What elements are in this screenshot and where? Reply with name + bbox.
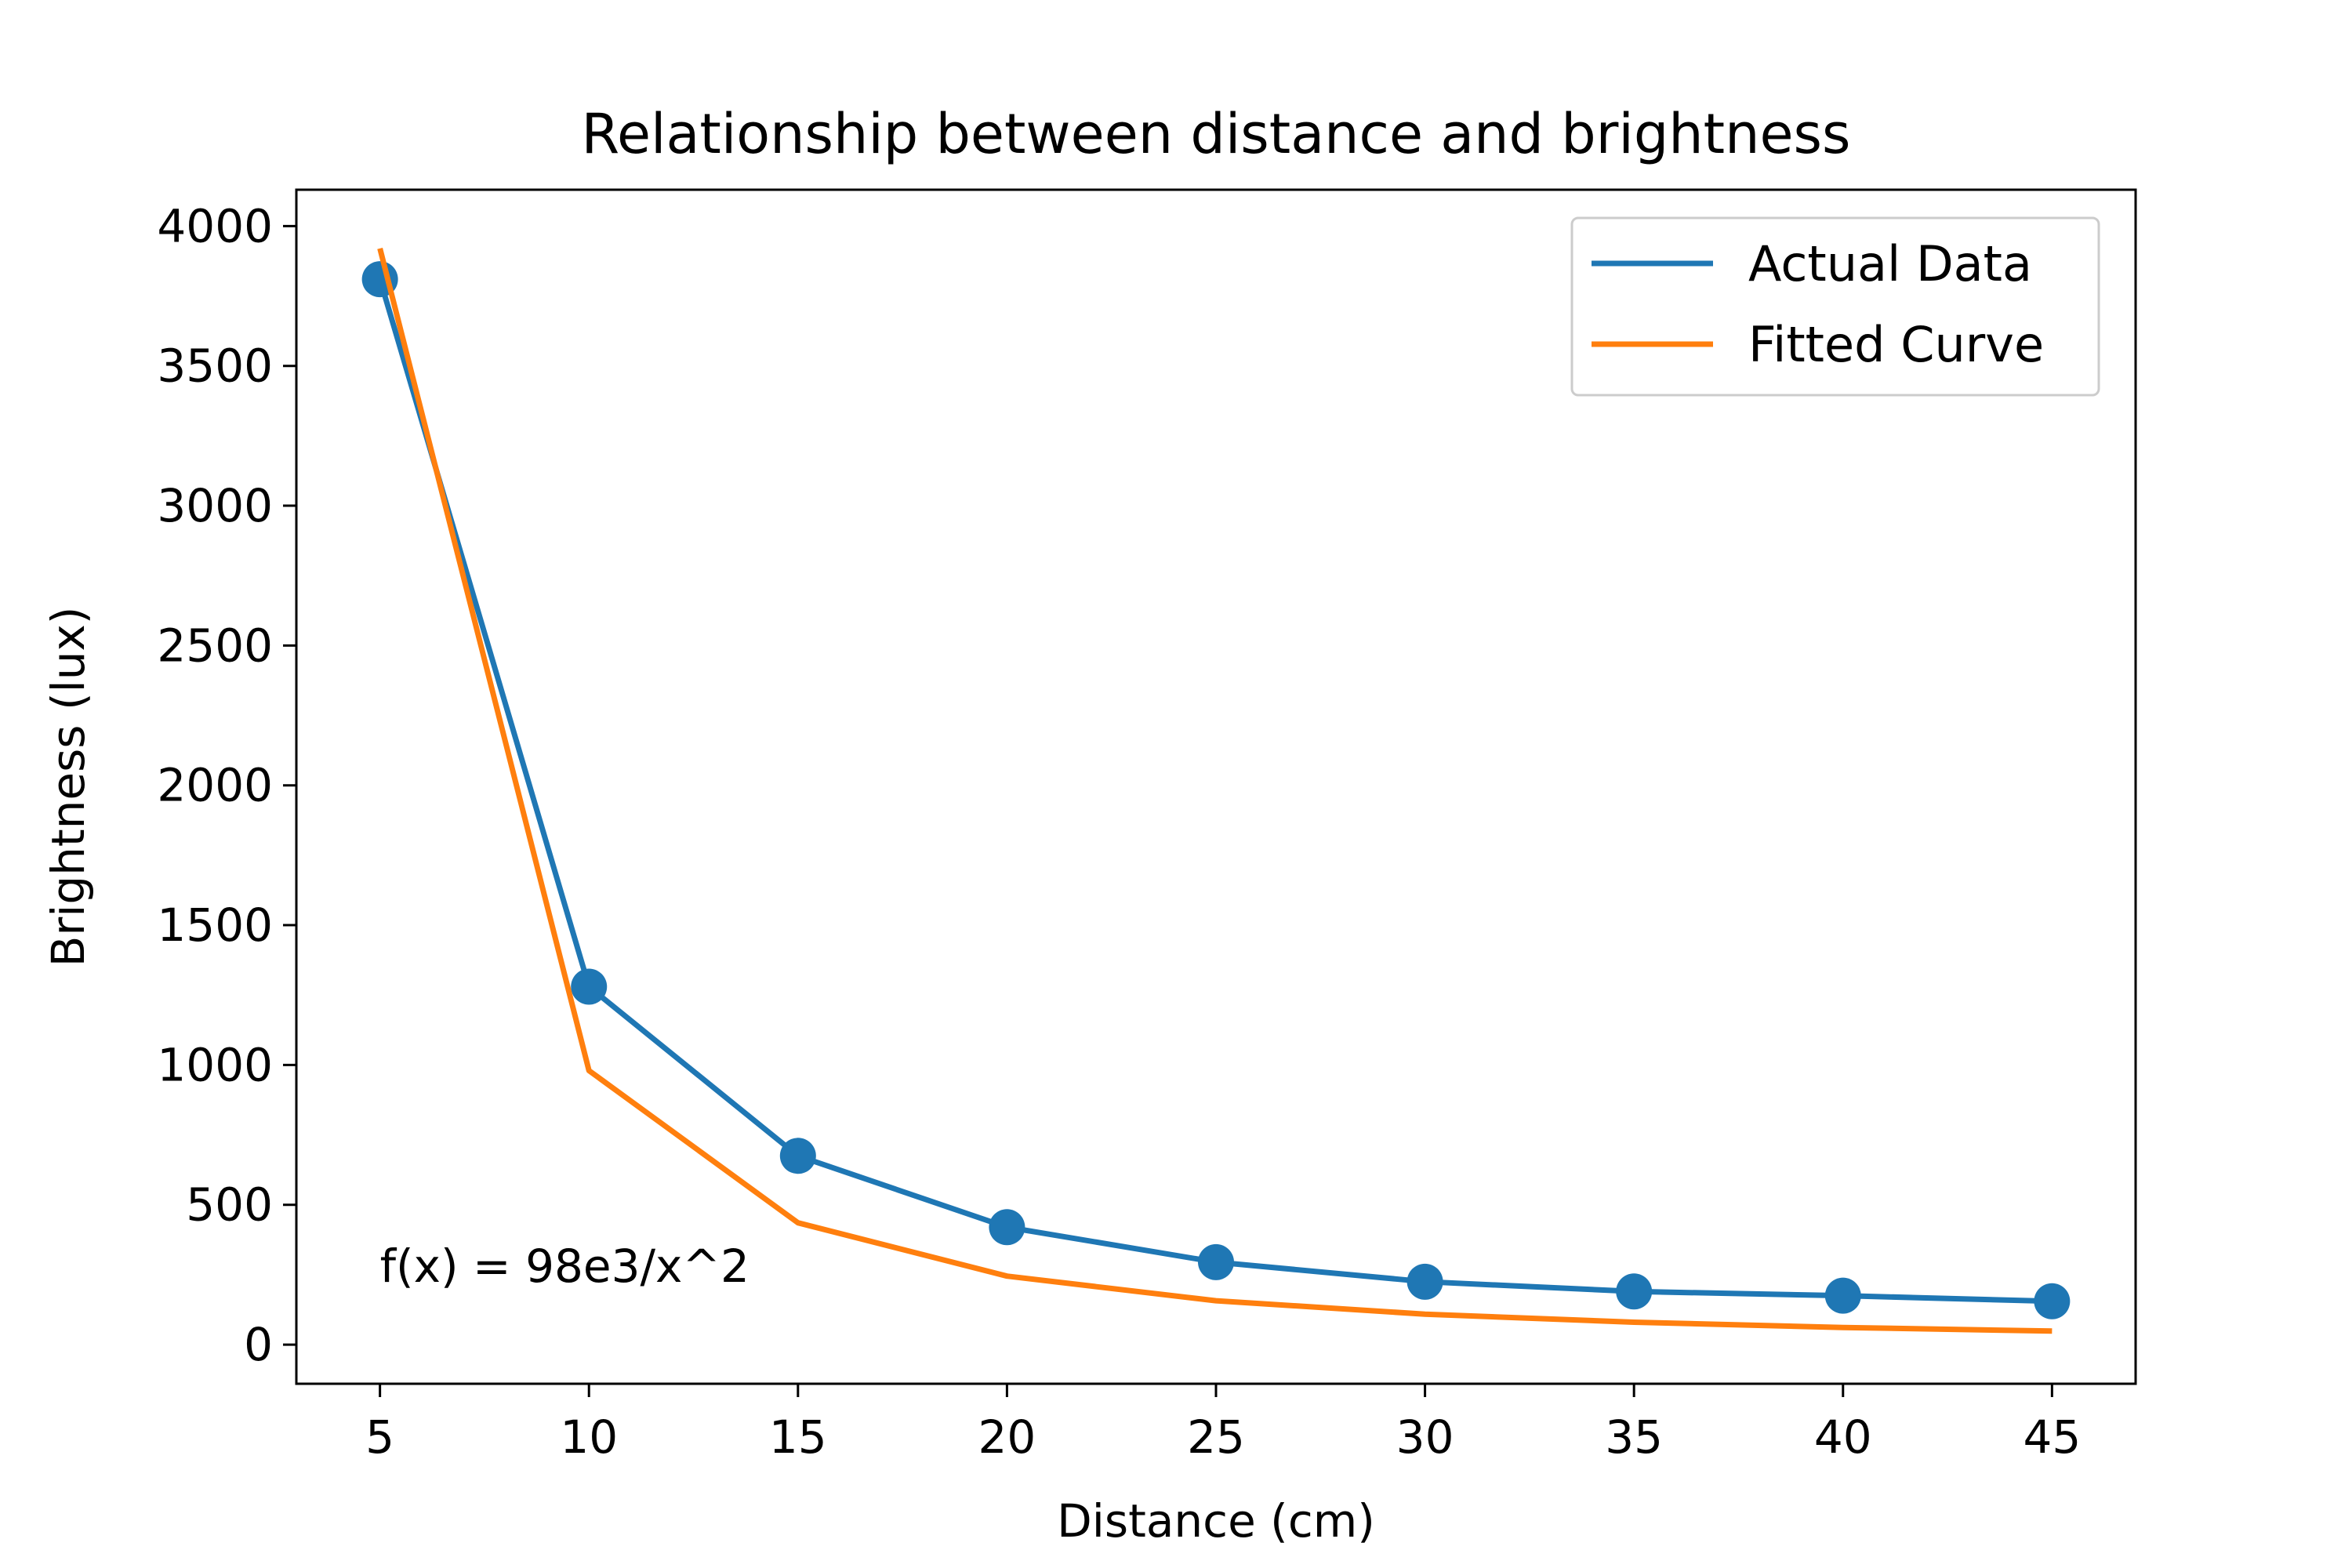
y-axis-label: Brightness (lux) — [42, 607, 95, 967]
data-point — [1824, 1277, 1861, 1314]
x-tick-label: 5 — [365, 1410, 394, 1464]
y-tick-label: 2000 — [157, 759, 273, 812]
annotations: f(x) = 98e3/x^2 — [380, 1240, 750, 1293]
y-tick-label: 3000 — [157, 479, 273, 532]
x-tick-label: 15 — [769, 1410, 827, 1464]
x-tick-label: 45 — [2023, 1410, 2081, 1464]
data-point — [1198, 1243, 1234, 1280]
y-tick-label: 2500 — [157, 619, 273, 672]
chart-title: Relationship between distance and bright… — [582, 102, 1851, 166]
x-tick-label: 40 — [1814, 1410, 1872, 1464]
x-axis-ticks: 5 10 15 20 25 30 35 40 45 — [365, 1384, 2081, 1464]
y-tick-label: 1500 — [157, 898, 273, 952]
data-point — [989, 1209, 1025, 1246]
x-tick-label: 10 — [560, 1410, 618, 1464]
data-point — [1616, 1273, 1653, 1310]
series-line-2 — [377, 248, 2053, 1334]
formula-annotation: f(x) = 98e3/x^2 — [380, 1240, 750, 1293]
y-tick-label: 0 — [244, 1318, 273, 1371]
x-tick-label: 35 — [1605, 1410, 1663, 1464]
data-point — [779, 1138, 816, 1174]
x-tick-label: 20 — [978, 1410, 1036, 1464]
plot-frame — [295, 188, 2137, 1385]
y-tick-label: 1000 — [157, 1038, 273, 1091]
plot-area — [361, 248, 2071, 1334]
data-point — [571, 968, 608, 1005]
x-axis-label: Distance (cm) — [1057, 1494, 1375, 1548]
legend-label: Fitted Curve — [1748, 316, 2044, 373]
y-tick-label: 500 — [186, 1178, 273, 1232]
data-point — [2034, 1283, 2071, 1319]
legend-label: Actual Data — [1748, 235, 2032, 292]
data-point — [1406, 1263, 1443, 1300]
y-tick-label: 3500 — [157, 339, 273, 393]
y-axis-ticks: 0 500 1000 1500 2000 2500 3000 3500 4000 — [157, 199, 296, 1371]
y-tick-label: 4000 — [157, 199, 273, 252]
legend: Actual Data Fitted Curve — [1570, 216, 2100, 397]
x-tick-label: 30 — [1396, 1410, 1454, 1464]
x-tick-label: 25 — [1187, 1410, 1245, 1464]
